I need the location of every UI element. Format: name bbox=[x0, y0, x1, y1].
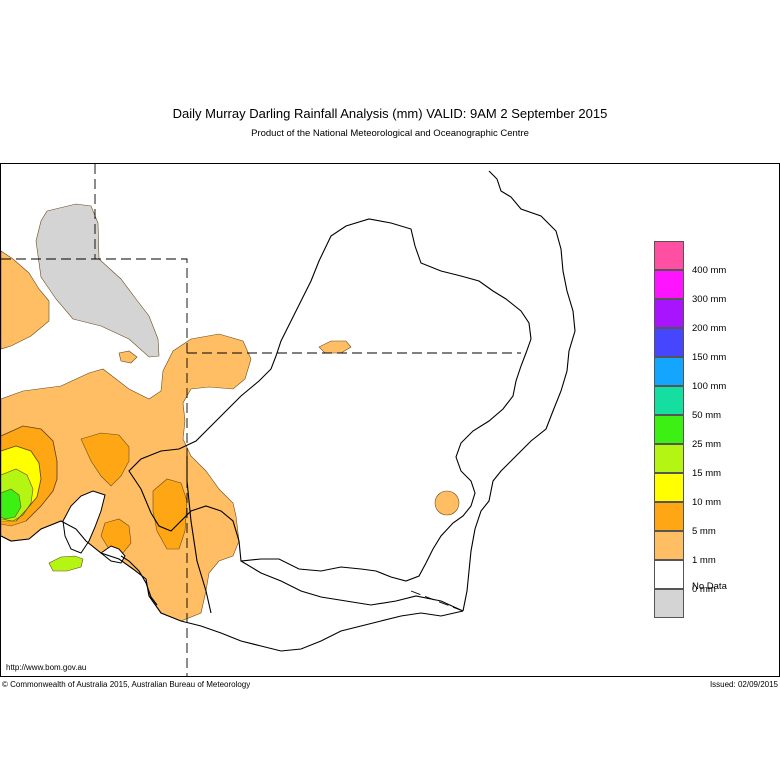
state-border-sa bbox=[186, 456, 212, 614]
legend-swatch-no-data bbox=[654, 589, 684, 618]
coastline-south bbox=[1, 520, 464, 652]
coastline-east bbox=[462, 170, 576, 612]
legend-swatch bbox=[654, 473, 684, 502]
contour-line-b bbox=[1, 445, 42, 522]
rain-15mm-island bbox=[48, 555, 84, 572]
state-border-nsw-vic bbox=[240, 560, 464, 612]
contour-line-a bbox=[1, 425, 58, 522]
legend-swatch bbox=[654, 444, 684, 473]
map-canvas bbox=[1, 164, 576, 676]
legend-label: 1 mm bbox=[692, 555, 716, 566]
legend-row: 0 mm bbox=[654, 560, 780, 595]
legend-label: 5 mm bbox=[692, 526, 716, 537]
legend-label-no-data: No Data bbox=[692, 581, 727, 592]
legend-label: 100 mm bbox=[692, 381, 727, 392]
legend: 400 mm 300 mm 200 mm 150 mm 100 mm 50 mm 25 mm… bbox=[654, 241, 780, 618]
legend-row: 10 mm bbox=[654, 473, 780, 508]
dashed-border-sa-qld bbox=[1, 258, 188, 676]
legend-row: 15 mm bbox=[654, 444, 780, 479]
legend-label: 50 mm bbox=[692, 410, 722, 421]
legend-label: 25 mm bbox=[692, 439, 722, 450]
legend-swatch bbox=[654, 386, 684, 415]
legend-swatch bbox=[654, 502, 684, 531]
legend-swatch bbox=[654, 299, 684, 328]
legend-row: 300 mm bbox=[654, 270, 780, 305]
rain-1mm-small-a bbox=[118, 350, 138, 364]
legend-swatch bbox=[654, 357, 684, 386]
legend-label: 150 mm bbox=[692, 352, 727, 363]
coastline-sa bbox=[120, 555, 158, 606]
legend-row: 5 mm bbox=[654, 502, 780, 537]
rain-5mm-b bbox=[80, 432, 130, 487]
rain-25mm bbox=[1, 488, 22, 520]
no-data-area bbox=[35, 203, 160, 358]
legend-row-no-data: No Data bbox=[654, 581, 780, 618]
legend-swatch bbox=[654, 328, 684, 357]
legend-swatch bbox=[654, 415, 684, 444]
rain-1mm-small-b bbox=[318, 340, 352, 354]
legend-label: 400 mm bbox=[692, 265, 727, 276]
legend-swatch bbox=[654, 560, 684, 589]
legend-label: 10 mm bbox=[692, 497, 722, 508]
legend-swatch bbox=[654, 270, 684, 299]
legend-swatch bbox=[654, 531, 684, 560]
spencer-gulf bbox=[62, 490, 106, 554]
map-title: Daily Murray Darling Rainfall Analysis (… bbox=[172, 106, 608, 121]
basin-boundary bbox=[128, 218, 532, 582]
legend-label: 0 mm bbox=[692, 584, 716, 595]
copyright-text: © Commonwealth of Australia 2015, Austra… bbox=[2, 680, 251, 689]
legend-row: 25 mm bbox=[654, 415, 780, 450]
dashed-border-nsw-vic-east bbox=[410, 590, 464, 612]
rain-1mm-circle bbox=[434, 490, 460, 516]
source-url: http://www.bom.gov.au bbox=[6, 663, 87, 672]
issued-date: Issued: 02/09/2015 bbox=[709, 680, 778, 689]
rain-5mm-c bbox=[152, 478, 188, 550]
legend-row: 50 mm bbox=[654, 386, 780, 421]
legend-row: 200 mm bbox=[654, 299, 780, 334]
rainfall-map bbox=[0, 163, 780, 677]
legend-row: 150 mm bbox=[654, 328, 780, 363]
legend-label: 200 mm bbox=[692, 323, 727, 334]
legend-swatch bbox=[654, 241, 684, 270]
legend-label: 15 mm bbox=[692, 468, 722, 479]
legend-row: 400 mm bbox=[654, 241, 780, 276]
legend-row: 1 mm bbox=[654, 531, 780, 566]
legend-row: 100 mm bbox=[654, 357, 780, 392]
map-subtitle: Product of the National Meteorological a… bbox=[251, 128, 529, 139]
rain-5mm-d bbox=[100, 518, 132, 554]
legend-label: 300 mm bbox=[692, 294, 727, 305]
rain-1mm-west bbox=[1, 250, 50, 350]
